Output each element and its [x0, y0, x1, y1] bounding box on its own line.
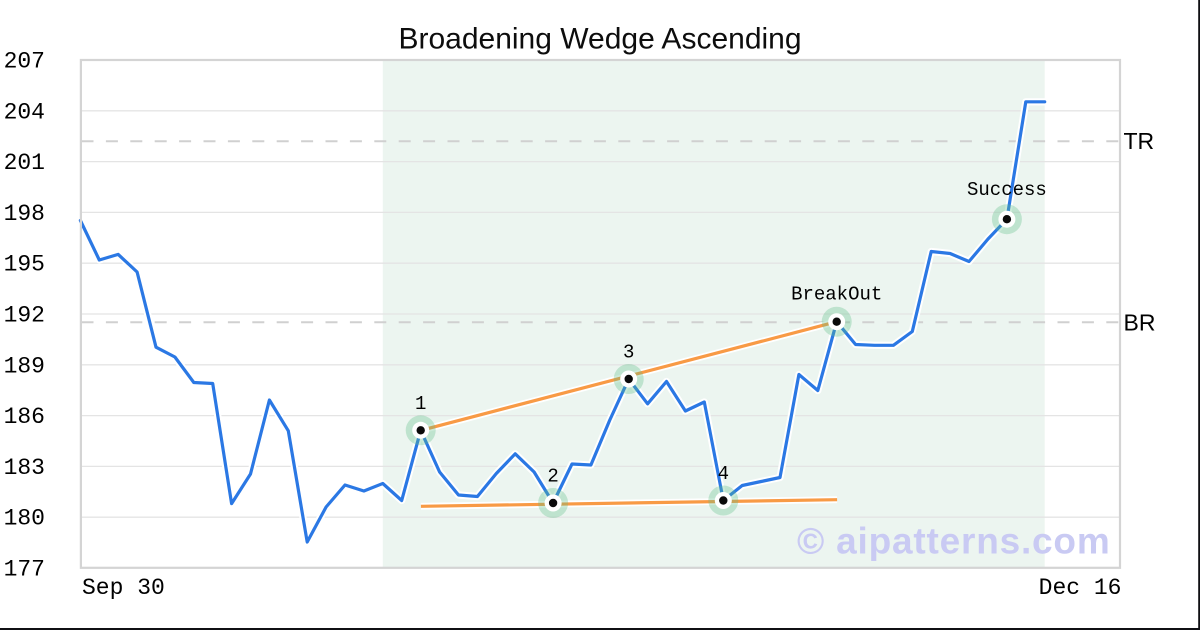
svg-text:2: 2 — [547, 466, 558, 488]
svg-text:BR: BR — [1124, 310, 1156, 336]
svg-text:1: 1 — [415, 393, 426, 415]
svg-text:Broadening Wedge Ascending: Broadening Wedge Ascending — [398, 22, 801, 55]
svg-text:© aipatterns.com: © aipatterns.com — [797, 521, 1111, 562]
svg-text:4: 4 — [718, 463, 729, 485]
svg-text:189: 189 — [4, 353, 45, 379]
svg-text:Sep 30: Sep 30 — [82, 575, 165, 601]
svg-text:195: 195 — [4, 252, 45, 278]
svg-text:180: 180 — [4, 506, 45, 532]
svg-text:192: 192 — [4, 303, 45, 329]
svg-text:207: 207 — [4, 49, 45, 75]
svg-text:BreakOut: BreakOut — [791, 284, 882, 306]
svg-text:Dec 16: Dec 16 — [1039, 575, 1122, 601]
svg-text:198: 198 — [4, 201, 45, 227]
svg-text:Success: Success — [967, 179, 1047, 201]
svg-text:177: 177 — [4, 557, 45, 583]
svg-text:TR: TR — [1124, 128, 1155, 154]
svg-text:3: 3 — [623, 342, 634, 364]
svg-text:183: 183 — [4, 455, 45, 481]
svg-text:204: 204 — [4, 99, 45, 125]
svg-text:186: 186 — [4, 404, 45, 430]
svg-text:201: 201 — [4, 150, 45, 176]
